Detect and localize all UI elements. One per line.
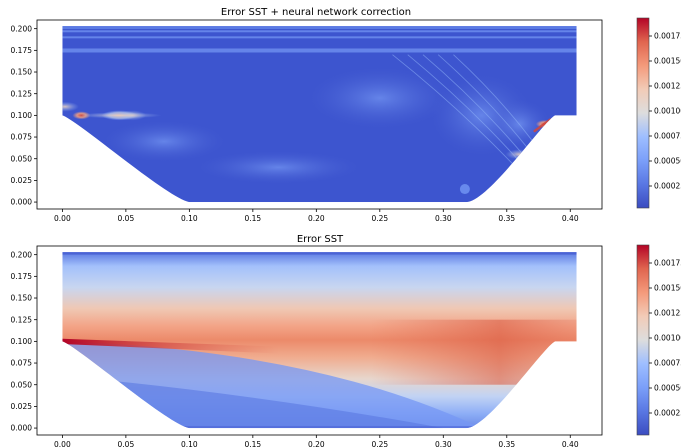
x-tick-label: 0.10 — [181, 440, 198, 448]
x-tick-label: 0.30 — [435, 214, 452, 223]
y-tick-label: 0.200 — [11, 24, 33, 33]
y-tick-label: 0.125 — [11, 315, 33, 324]
colorbar-tick-label: 0.00125 — [654, 309, 681, 318]
x-tick-label: 0.05 — [118, 214, 135, 223]
top-panel: Error SST + neural network correction 0.… — [11, 7, 603, 223]
colorbar-gradient-top — [636, 17, 650, 209]
field-streak — [62, 26, 577, 30]
field-streak — [62, 36, 577, 39]
bottom-panel: Error SST 0.00 0.05 0.10 0.15 0.20 0.25 0.30 0.… — [11, 234, 603, 448]
y-tick-label: 0.025 — [11, 402, 33, 411]
field-top-edge — [62, 252, 577, 255]
x-tick-label: 0.20 — [308, 214, 325, 223]
y-tick-label: 0.050 — [11, 380, 33, 389]
y-axis-bottom: 0.000 0.025 0.050 0.075 0.100 0.125 0.150 0.175… — [11, 250, 37, 433]
y-tick-label: 0.100 — [11, 337, 33, 346]
field-streak — [62, 48, 577, 53]
y-tick-label: 0.000 — [11, 198, 33, 207]
y-tick-label: 0.075 — [11, 133, 33, 142]
y-tick-label: 0.175 — [11, 46, 33, 55]
colorbar-tick-label: 0.00175 — [654, 32, 681, 41]
colorbar-tick-label: 0.00075 — [654, 359, 681, 368]
hotspot-streak — [533, 118, 552, 133]
hotspot — [62, 101, 79, 112]
x-tick-label: 0.05 — [118, 440, 135, 448]
y-tick-label: 0.175 — [11, 272, 33, 281]
x-tick-label: 0.15 — [244, 440, 261, 448]
y-tick-label: 0.150 — [11, 68, 33, 77]
x-tick-label: 0.10 — [181, 214, 198, 223]
y-tick-label: 0.075 — [11, 359, 33, 368]
y-tick-label: 0.150 — [11, 294, 33, 303]
x-tick-label: 0.00 — [54, 214, 71, 223]
x-tick-label: 0.35 — [498, 214, 515, 223]
x-tick-label: 0.40 — [562, 440, 579, 448]
hotspot — [505, 149, 534, 160]
y-tick-label: 0.000 — [11, 424, 33, 433]
hotspot-streak — [62, 338, 279, 354]
chart-title-bottom: Error SST — [297, 234, 344, 245]
x-tick-label: 0.30 — [435, 440, 452, 448]
hotspot-band — [77, 112, 162, 119]
x-tick-label: 0.40 — [562, 214, 579, 223]
x-tick-label: 0.15 — [244, 214, 261, 223]
colorbar-gradient-bottom — [636, 244, 650, 436]
plot-frame-bottom — [36, 245, 603, 436]
y-tick-label: 0.025 — [11, 176, 33, 185]
y-tick-label: 0.100 — [11, 111, 33, 120]
y-axis-top: 0.000 0.025 0.050 0.075 0.100 0.125 0.150 0.175… — [11, 24, 37, 207]
x-axis-top: 0.00 0.05 0.10 0.15 0.20 0.25 0.30 0.35 0.40 — [54, 209, 579, 223]
colorbar-tick-label: 0.00125 — [654, 82, 681, 91]
x-tick-label: 0.25 — [371, 214, 388, 223]
x-axis-bottom: 0.00 0.05 0.10 0.15 0.20 0.25 0.30 0.35 0.40 — [54, 435, 579, 448]
heatmap-field-bottom — [62, 252, 577, 429]
colorbar-tick-label: 0.00075 — [654, 132, 681, 141]
y-tick-label: 0.200 — [11, 250, 33, 259]
field-swirl — [459, 184, 470, 195]
chart-title-top: Error SST + neural network correction — [221, 7, 411, 18]
y-tick-label: 0.125 — [11, 89, 33, 98]
field-patch — [198, 151, 359, 184]
field-patch — [103, 121, 224, 162]
x-tick-label: 0.00 — [54, 440, 71, 448]
field-patch — [309, 68, 450, 129]
plot-frame-top — [36, 19, 603, 210]
x-tick-label: 0.20 — [308, 440, 325, 448]
colorbar-tick-label: 0.00025 — [654, 409, 681, 418]
field-streak — [62, 30, 577, 33]
colorbar-tick-label: 0.00025 — [654, 182, 681, 191]
x-tick-label: 0.35 — [498, 440, 515, 448]
x-tick-label: 0.25 — [371, 440, 388, 448]
y-tick-label: 0.050 — [11, 154, 33, 163]
heatmap-field-top — [62, 26, 577, 203]
field-bottom-edge — [62, 426, 577, 429]
colorbar-tick-label: 0.00175 — [654, 259, 681, 268]
